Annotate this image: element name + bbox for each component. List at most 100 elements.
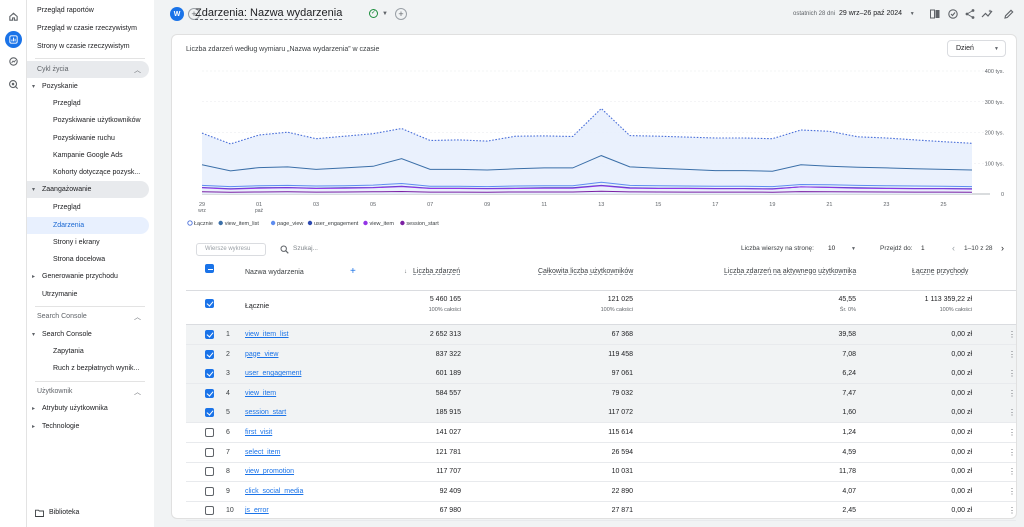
nav-landing-page[interactable]: Strona docelowa xyxy=(27,251,149,268)
more-options-icon[interactable]: ⋮ xyxy=(1008,467,1016,477)
row-checkbox[interactable] xyxy=(205,447,214,457)
legend-marker xyxy=(270,220,276,226)
nav-acquisition[interactable]: ▾ Pozyskanie xyxy=(27,78,149,95)
goto-input[interactable]: 1 xyxy=(921,245,925,252)
section-search-console[interactable]: Search Console ︿ xyxy=(27,308,149,325)
totals-checkbox[interactable] xyxy=(205,299,214,308)
table-search-input[interactable]: Szukaj... xyxy=(293,245,318,252)
nav-google-ads-campaigns[interactable]: Kampanie Google Ads xyxy=(27,147,149,164)
add-filter-button[interactable]: + xyxy=(395,8,407,20)
table-row[interactable]: 8 view_promotion 117 707 10 031 11,78 0,00 zł… xyxy=(186,462,1016,483)
home-icon[interactable] xyxy=(5,8,22,25)
row-checkbox[interactable] xyxy=(205,388,214,398)
row-checkbox[interactable] xyxy=(205,330,214,339)
event-name-link[interactable]: click_social_media xyxy=(245,487,304,495)
table-row[interactable]: 6 first_visit 141 027 115 614 1,24 0,00 zł ⋮ xyxy=(186,423,1016,443)
explore-icon[interactable] xyxy=(5,53,22,70)
nav-realtime-pages[interactable]: Strony w czasie rzeczywistym xyxy=(27,38,149,55)
section-user[interactable]: Użytkownik ︿ xyxy=(27,383,149,400)
nav-eng-overview[interactable]: Przegląd xyxy=(27,199,149,216)
column-header-total-users[interactable]: Całkowita liczba użytkowników xyxy=(538,268,633,275)
nav-acq-overview[interactable]: Przegląd xyxy=(27,95,149,112)
app-rail xyxy=(0,0,27,527)
nav-organic-search-traffic[interactable]: Ruch z bezpłatnych wynik... xyxy=(27,360,149,377)
row-checkbox[interactable] xyxy=(205,467,214,477)
chevron-down-icon[interactable]: ▼ xyxy=(382,11,388,17)
more-options-icon[interactable]: ⋮ xyxy=(1008,369,1016,379)
nav-pages-screens[interactable]: Strony i ekrany xyxy=(27,234,149,251)
more-options-icon[interactable]: ⋮ xyxy=(1008,428,1016,437)
row-checkbox[interactable] xyxy=(205,349,214,359)
column-header-events-per-user[interactable]: Liczba zdarzeń na aktywnego użytkownika xyxy=(724,268,856,275)
row-checkbox[interactable] xyxy=(205,506,214,516)
event-name-link[interactable]: view_promotion xyxy=(245,468,295,476)
column-header-event-count[interactable]: Liczba zdarzeń xyxy=(413,268,460,275)
rows-per-page-select[interactable]: 10 xyxy=(828,245,836,252)
legend-marker xyxy=(187,220,193,226)
insights-icon[interactable] xyxy=(947,8,959,20)
nav-engagement[interactable]: ▾ Zaangażowanie xyxy=(27,181,149,198)
more-options-icon[interactable]: ⋮ xyxy=(1008,330,1016,339)
row-checkbox[interactable] xyxy=(205,486,214,496)
nav-retention[interactable]: Utrzymanie xyxy=(27,286,149,303)
compare-icon[interactable] xyxy=(929,8,941,20)
more-options-icon[interactable]: ⋮ xyxy=(1008,349,1016,359)
event-name-link[interactable]: user_engagement xyxy=(245,370,302,378)
more-options-icon[interactable]: ⋮ xyxy=(1008,486,1016,496)
table-row[interactable]: 5 session_start 185 915 117 072 1,60 0,00 zł ⋮ xyxy=(186,403,1016,424)
more-options-icon[interactable]: ⋮ xyxy=(1008,506,1016,516)
add-dimension-button[interactable]: + xyxy=(350,266,356,277)
granularity-select[interactable]: Dzień ▼ xyxy=(947,40,1006,57)
total-revenue: 0,00 zł xyxy=(951,370,972,378)
add-comparison-button[interactable]: + xyxy=(188,8,200,20)
event-name-link[interactable]: page_view xyxy=(245,350,279,358)
row-checkbox[interactable] xyxy=(205,408,214,418)
nav-events[interactable]: Zdarzenia xyxy=(27,217,149,234)
page-title[interactable]: Zdarzenia: Nazwa wydarzenia xyxy=(195,7,343,20)
next-page-icon[interactable]: › xyxy=(1001,243,1004,253)
nav-monetization[interactable]: ▸ Generowanie przychodu xyxy=(27,268,149,285)
select-all-checkbox[interactable] xyxy=(205,264,214,273)
nav-acquisition-cohorts[interactable]: Kohorty dotyczące pozysk... xyxy=(27,164,149,181)
advertising-icon[interactable] xyxy=(5,76,22,93)
share-icon[interactable] xyxy=(964,8,976,20)
column-header-event-name[interactable]: Nazwa wydarzenia xyxy=(245,269,304,276)
nav-reports-overview[interactable]: Przegląd raportów xyxy=(27,2,149,19)
table-row[interactable]: 9 click_social_media 92 409 22 890 4,07 0,00 … xyxy=(186,482,1016,502)
event-name-link[interactable]: view_item xyxy=(245,389,277,397)
column-header-revenue[interactable]: Łączne przychody xyxy=(912,268,968,275)
more-options-icon[interactable]: ⋮ xyxy=(1008,447,1016,457)
date-range-picker[interactable]: ostatnich 28 dni 29 wrz–26 paź 2024 ▼ xyxy=(793,10,915,17)
row-checkbox[interactable] xyxy=(205,428,214,437)
table-row[interactable]: 3 user_engagement 601 189 97 061 6,24 0,00 zł… xyxy=(186,364,1016,385)
chart-rows-search[interactable]: Wiersze wykresu xyxy=(196,243,266,256)
event-name-link[interactable]: session_start xyxy=(245,409,287,417)
row-checkbox[interactable] xyxy=(205,369,214,379)
event-name-link[interactable]: js_error xyxy=(245,507,269,515)
nav-library[interactable]: Biblioteka xyxy=(27,504,149,521)
reports-icon[interactable] xyxy=(5,31,22,48)
nav-user-attributes[interactable]: ▸ Atrybuty użytkownika xyxy=(27,400,149,417)
table-row[interactable]: 4 view_item 584 557 79 032 7,47 0,00 zł ⋮ xyxy=(186,383,1016,404)
more-options-icon[interactable]: ⋮ xyxy=(1008,388,1016,398)
table-row[interactable]: 7 select_item 121 781 26 594 4,59 0,00 zł ⋮ xyxy=(186,443,1016,463)
nav-queries[interactable]: Zapytania xyxy=(27,343,149,360)
nav-traffic-acquisition[interactable]: Pozyskiwanie ruchu xyxy=(27,130,149,147)
nav-user-acquisition[interactable]: Pozyskiwanie użytkowników xyxy=(27,112,149,129)
event-name-link[interactable]: select_item xyxy=(245,448,281,456)
section-lifecycle[interactable]: Cykl życia ︿ xyxy=(27,61,149,78)
edit-pencil-icon[interactable] xyxy=(1003,8,1015,20)
event-name-link[interactable]: first_visit xyxy=(245,429,273,436)
comparison-avatar[interactable]: W xyxy=(170,7,184,21)
nav-search-console[interactable]: ▾ Search Console xyxy=(27,326,149,343)
event-name-link[interactable]: view_item_list xyxy=(245,331,289,338)
prev-page-icon[interactable]: ‹ xyxy=(952,243,955,253)
trend-insights-icon[interactable] xyxy=(981,8,993,20)
table-row[interactable]: 1 view_item_list 2 652 313 67 368 39,58 0,00 … xyxy=(186,325,1016,345)
nav-tech[interactable]: ▸ Technologie xyxy=(27,418,149,435)
table-row[interactable]: 2 page_view 837 322 119 458 7,08 0,00 zł ⋮ xyxy=(186,344,1016,365)
table-row[interactable]: 10 js_error 67 980 27 871 2,45 0,00 zł ⋮ xyxy=(186,501,1016,522)
nav-realtime-overview[interactable]: Przegląd w czasie rzeczywistym xyxy=(27,20,149,37)
chevron-down-icon[interactable]: ▼ xyxy=(851,246,856,252)
more-options-icon[interactable]: ⋮ xyxy=(1008,408,1016,418)
